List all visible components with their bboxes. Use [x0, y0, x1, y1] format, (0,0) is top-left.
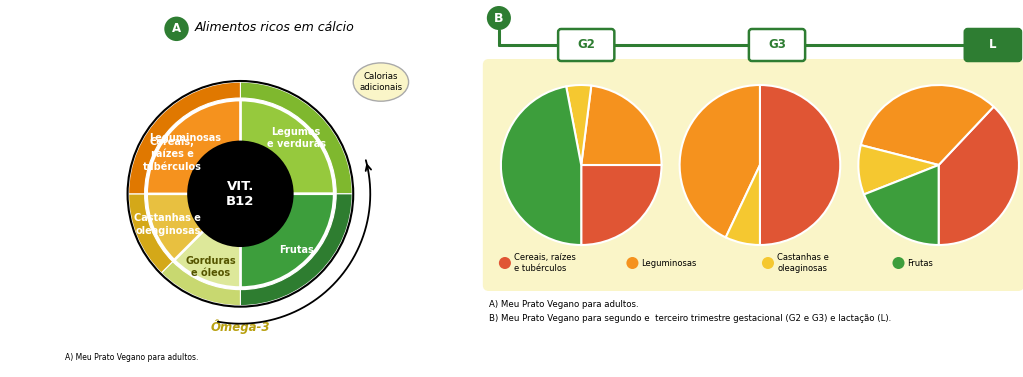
Wedge shape	[725, 165, 760, 245]
Text: Legumes
e verduras: Legumes e verduras	[267, 127, 325, 149]
Wedge shape	[146, 100, 240, 194]
Wedge shape	[679, 85, 760, 238]
FancyBboxPatch shape	[965, 29, 1021, 61]
Text: Calorias
adicionais: Calorias adicionais	[359, 72, 402, 92]
Text: Frutas: Frutas	[907, 259, 933, 268]
Circle shape	[762, 257, 774, 269]
Circle shape	[626, 257, 638, 269]
Wedge shape	[240, 82, 352, 194]
Wedge shape	[240, 100, 335, 194]
Wedge shape	[501, 86, 581, 245]
Text: A) Meu Prato Vegano para adultos.: A) Meu Prato Vegano para adultos.	[64, 353, 198, 362]
Text: Ômega-3: Ômega-3	[211, 320, 270, 334]
Wedge shape	[174, 194, 240, 288]
Text: VIT.
B12: VIT. B12	[226, 180, 255, 208]
FancyBboxPatch shape	[483, 59, 1023, 291]
Circle shape	[892, 257, 904, 269]
Text: Gorduras
e óleos: Gorduras e óleos	[185, 256, 236, 278]
Wedge shape	[240, 194, 352, 306]
Wedge shape	[858, 145, 939, 195]
Wedge shape	[129, 82, 240, 194]
Wedge shape	[760, 85, 840, 245]
Circle shape	[499, 257, 510, 269]
Text: Alimentos ricos em cálcio: Alimentos ricos em cálcio	[194, 21, 354, 34]
Text: G2: G2	[577, 38, 595, 52]
Wedge shape	[129, 82, 240, 250]
Ellipse shape	[187, 141, 294, 247]
Wedge shape	[861, 85, 993, 165]
FancyBboxPatch shape	[559, 29, 615, 61]
Text: B) Meu Prato Vegano para segundo e  terceiro trimestre gestacional (G2 e G3) e l: B) Meu Prato Vegano para segundo e terce…	[489, 314, 891, 323]
Wedge shape	[146, 194, 240, 260]
Wedge shape	[581, 86, 662, 165]
Text: Leguminosas: Leguminosas	[148, 133, 221, 143]
Text: Castanhas e
oleaginosas: Castanhas e oleaginosas	[777, 253, 829, 273]
Text: B: B	[494, 12, 503, 25]
Wedge shape	[240, 194, 335, 288]
FancyBboxPatch shape	[749, 29, 805, 61]
Circle shape	[165, 17, 189, 41]
Text: Cereais, raízes
e tubérculos: Cereais, raízes e tubérculos	[514, 253, 576, 273]
Wedge shape	[146, 100, 240, 241]
Wedge shape	[129, 194, 173, 273]
Text: Leguminosas: Leguminosas	[641, 259, 697, 268]
Text: L: L	[989, 38, 996, 52]
Text: Cereais,
raízes e
tubérculos: Cereais, raízes e tubérculos	[143, 137, 202, 172]
Ellipse shape	[353, 63, 408, 101]
Wedge shape	[864, 165, 939, 245]
Circle shape	[487, 6, 510, 30]
Wedge shape	[939, 107, 1019, 245]
Text: Frutas: Frutas	[278, 245, 313, 254]
Text: Castanhas e
oleaginosas: Castanhas e oleaginosas	[134, 213, 202, 236]
Text: A: A	[172, 22, 181, 35]
Wedge shape	[566, 85, 591, 165]
Text: A) Meu Prato Vegano para adultos.: A) Meu Prato Vegano para adultos.	[489, 300, 638, 309]
Wedge shape	[581, 165, 662, 245]
Text: G3: G3	[768, 38, 786, 52]
Wedge shape	[162, 262, 240, 306]
